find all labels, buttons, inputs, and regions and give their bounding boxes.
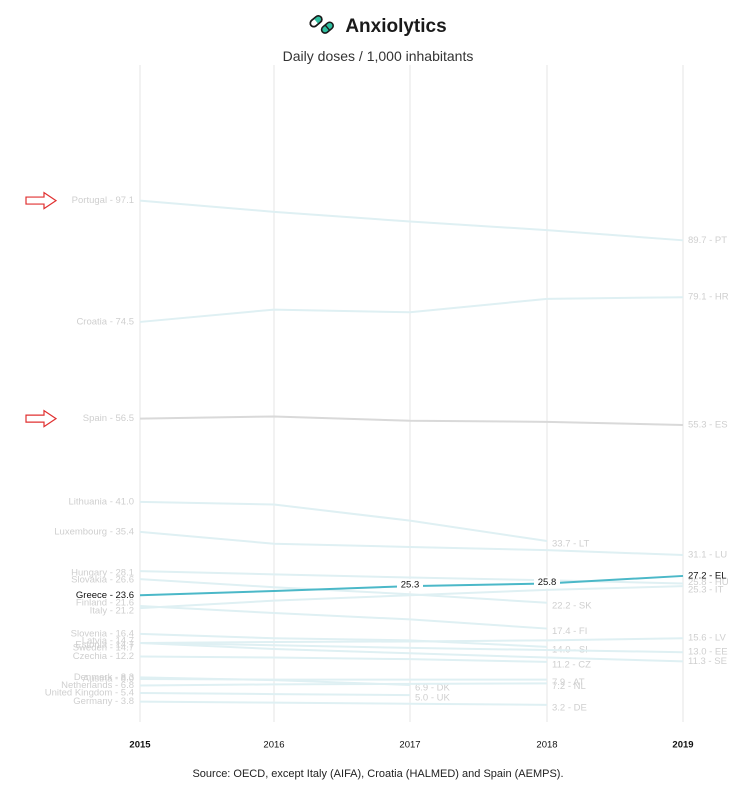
end-label-hr: 79.1 - HR [688,292,729,303]
point-label-el-2018: 25.8 [538,577,557,588]
series-line-sk [139,578,548,604]
start-label-lt: Lithuania - 41.0 [69,496,135,507]
end-label-lv: 15.6 - LV [688,633,727,644]
series-line-de [139,700,548,706]
start-label-ee: Estonia - 14.7 [75,640,134,651]
series-line-fi [139,605,548,630]
end-label-pt: 89.7 - PT [688,235,727,246]
start-label-es: Spain - 56.5 [83,413,134,424]
end-label-uk: 5.0 - UK [415,693,451,704]
end-label-nl: 7.2 - NL [552,681,586,692]
series-line-si [139,632,548,648]
series-line-nl [139,682,548,687]
start-label-dk: Denmark - 8.3 [74,672,134,683]
start-label-cz: Czechia - 12.2 [73,651,134,662]
start-label-hu: Hungary - 28.1 [71,568,134,579]
start-label-si: Slovenia - 16.4 [71,628,134,639]
start-label-at: Austria - 8.0 [83,674,134,685]
point-label-bg [397,579,423,592]
end-label-lu: 31.1 - LU [688,550,727,561]
start-label-lv: Latvia - 14.7 [82,636,134,647]
series-line-cz [139,655,548,663]
series-line-ee [139,642,684,654]
x-tick-label: 2016 [263,740,284,751]
x-tick-label: 2017 [399,740,420,751]
start-label-lu: Luxembourg - 35.4 [54,526,134,537]
series-line-lu [139,530,684,556]
end-label-at: 7.9 - AT [552,677,585,688]
end-label-ee: 13.0 - EE [688,647,728,658]
start-label-se: Sweden - 14.7 [73,643,134,654]
end-label-se: 11.3 - SE [688,656,727,667]
series-line-hr [139,296,684,323]
end-label-de: 3.2 - DE [552,702,587,713]
x-tick-label: 2019 [672,740,693,751]
start-label-sk: Slovakia - 26.6 [71,575,134,586]
end-label-sk: 22.2 - SK [552,600,592,611]
series-line-it [139,585,684,610]
start-label-fi: Finland - 21.6 [76,598,134,609]
point-label-bg [534,576,560,589]
series-line-lv [139,637,684,645]
point-label-el-2017: 25.3 [401,580,420,591]
series-line-se [139,642,684,663]
annotation-arrow-es [25,409,58,428]
end-label-dk: 6.9 - DK [415,682,451,693]
chart-title: Anxiolytics [345,16,447,37]
end-label-fi: 17.4 - FI [552,626,587,637]
start-label-nl: Netherlands - 6.8 [61,680,134,691]
end-label-cz: 11.2 - CZ [552,659,591,670]
start-label-it: Italy - 21.2 [90,606,134,617]
end-label-lt: 33.7 - LT [552,539,590,550]
series-line-es [139,415,684,427]
end-label-it: 25.3 - IT [688,585,724,596]
series-line-uk [139,692,411,697]
series-line-at [139,678,547,681]
start-label-uk: United Kingdom - 5.4 [45,688,134,699]
end-label-hu: 25.8 - HU [688,577,729,588]
annotation-arrow-pt [25,191,58,210]
start-label-hr: Croatia - 74.5 [76,316,134,327]
pills-icon [309,12,335,42]
series-line-pt [139,199,684,242]
start-label-pt: Portugal - 97.1 [72,195,134,206]
start-label-de: Germany - 3.8 [73,696,134,707]
x-tick-label: 2018 [536,740,557,751]
x-tick-label: 2015 [129,740,151,751]
chart-subtitle: Daily doses / 1,000 inhabitants [282,48,474,64]
start-label-el: Greece - 23.6 [76,590,134,601]
end-label-es: 55.3 - ES [688,420,728,431]
end-label-el: 27.2 - EL [688,570,727,581]
series-line-lt [139,500,548,543]
source-note: Source: OECD, except Italy (AIFA), Croat… [192,768,564,780]
